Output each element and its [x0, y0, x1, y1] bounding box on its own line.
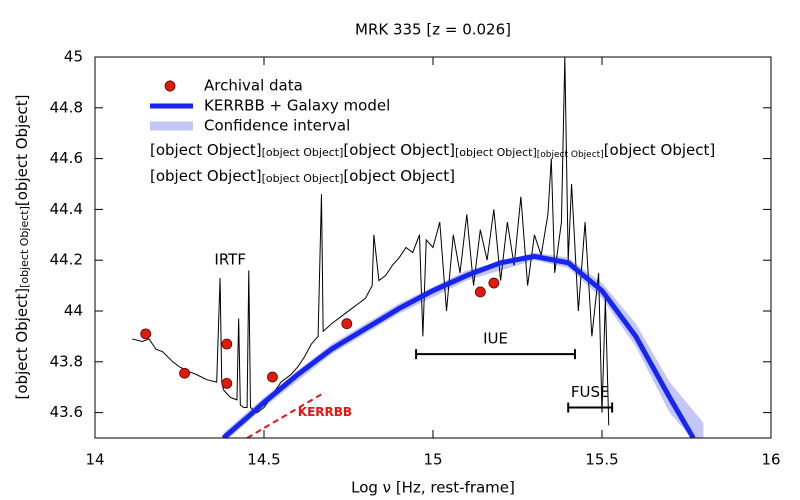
range-label: IUE — [483, 330, 508, 348]
y-tick-label: 44.4 — [50, 200, 83, 218]
chart-title: MRK 335 [z = 0.026] — [355, 21, 511, 39]
y-tick-label: 44.8 — [50, 98, 83, 116]
stat-text-part: [object Object] — [343, 141, 455, 159]
y-tick-label: 45 — [64, 48, 83, 66]
y-tick-label: 43.6 — [50, 403, 83, 421]
range-label: FUSE — [571, 383, 610, 401]
data-point — [488, 277, 500, 289]
stat-text-part: [object Object] — [343, 167, 455, 185]
data-point — [474, 286, 486, 298]
data-point — [221, 377, 233, 389]
x-tick-label: 16 — [761, 451, 780, 469]
y-tick-label: 44.6 — [50, 149, 83, 167]
y-axis-label-part: [object Object] — [13, 95, 31, 207]
confidence-band — [223, 252, 704, 438]
x-tick-label: 15.5 — [585, 451, 618, 469]
stat-text-part: [object Object] — [262, 172, 344, 185]
stat-text-part: [object Object] — [150, 141, 262, 159]
data-point — [140, 328, 152, 340]
kerrbb-label: KERRBB — [298, 405, 352, 419]
annotation-label: IRTF — [214, 251, 246, 269]
stat-text-part: [object Object] — [604, 141, 716, 159]
data-point — [267, 371, 278, 383]
y-axis-label-part: [object Object] — [13, 288, 31, 400]
stat-text-part: [object Object] — [150, 167, 262, 185]
stat-text-part: [object Object] — [537, 150, 604, 160]
x-axis-label: Log ν [Hz, rest-frame] — [351, 479, 515, 497]
x-tick-label: 14.5 — [247, 451, 280, 469]
stat-text: [object Object][object Object][object Ob… — [150, 141, 715, 160]
x-tick-label: 14 — [85, 451, 104, 469]
data-point — [341, 318, 353, 330]
plot-area — [132, 57, 704, 438]
stat-text: [object Object][object Object][object Ob… — [150, 167, 455, 185]
y-axis-label-part: [object Object] — [18, 206, 31, 288]
legend-label: Confidence interval — [204, 117, 350, 135]
stat-text-part: [object Object] — [262, 146, 344, 159]
y-tick-label: 43.8 — [50, 352, 83, 370]
stat-text-part: [object Object] — [455, 146, 537, 159]
kerrbb-line — [246, 391, 326, 438]
legend-label: Archival data — [204, 77, 303, 95]
y-tick-label: 44 — [64, 302, 83, 320]
model-line — [221, 253, 696, 438]
spectrum-line — [132, 57, 610, 426]
data-point — [179, 367, 190, 379]
x-tick-label: 15 — [423, 451, 442, 469]
y-axis-label: [object Object][object Object][object Ob… — [13, 95, 31, 400]
legend-point — [164, 80, 176, 92]
y-tick-label: 44.2 — [50, 251, 83, 269]
legend-label: KERRBB + Galaxy model — [204, 97, 390, 115]
data-point — [221, 338, 233, 350]
